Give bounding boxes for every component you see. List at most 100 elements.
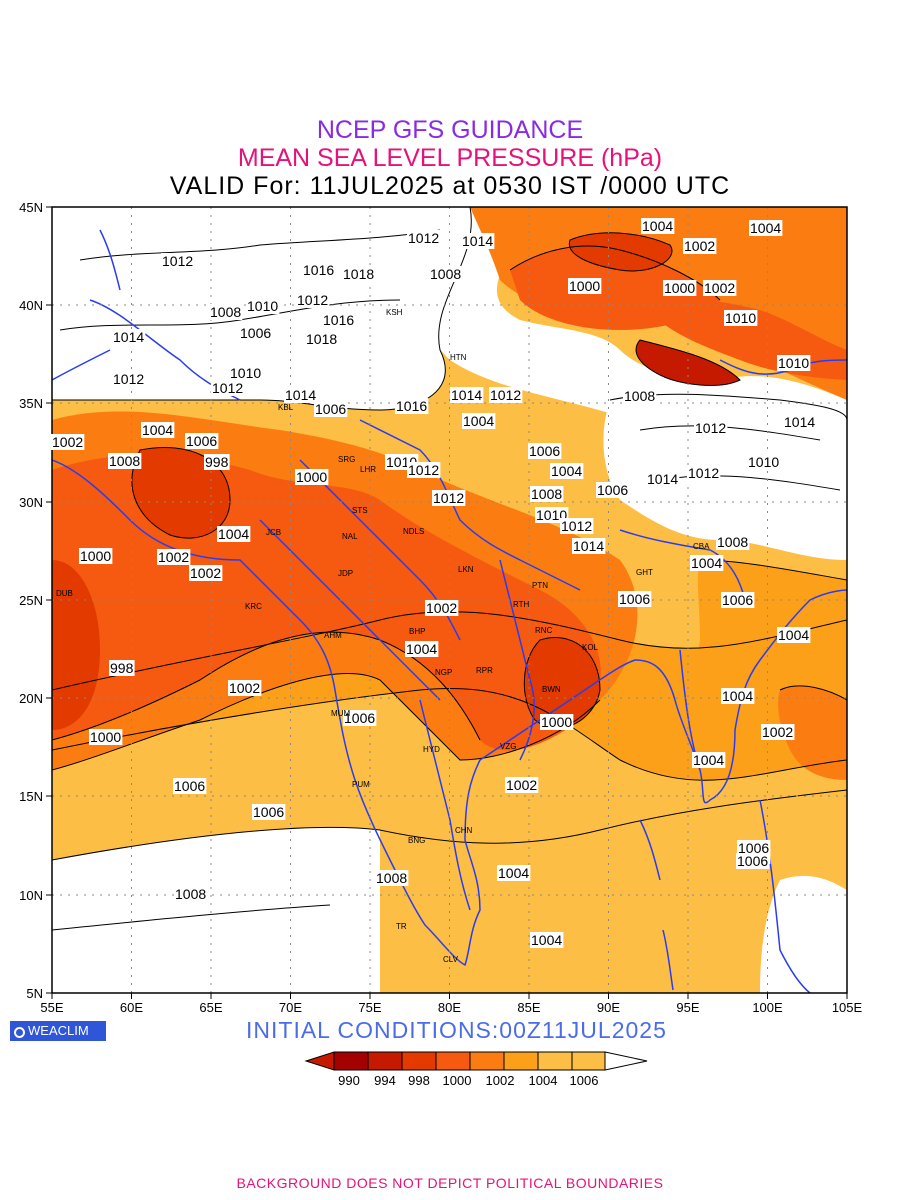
lat-label: 30N (19, 495, 43, 510)
contour-label: 1006 (619, 591, 650, 607)
field-1008-southeast (760, 875, 847, 993)
lat-label: 35N (19, 396, 43, 411)
colorbar-label: 990 (338, 1073, 360, 1088)
city-label: JDP (338, 569, 353, 578)
city-label: CHN (455, 826, 473, 835)
contour-label: 1012 (408, 230, 439, 246)
contour-label-box (108, 453, 142, 469)
contour-label: 1002 (190, 565, 221, 581)
contour-label: 1000 (296, 469, 327, 485)
lon-label: 85E (517, 1000, 540, 1015)
city-label: HYD (423, 745, 440, 754)
contour-label-box (343, 710, 377, 726)
contour-labels: 1012 1014 1004 1002 1004 1012 1000 1000 … (51, 218, 817, 948)
contour-label-box (497, 865, 531, 881)
colorbar-cell (571, 1051, 606, 1071)
contour-label-box (112, 329, 146, 345)
city-label: LHR (360, 465, 376, 474)
contour-label: 1000 (569, 278, 600, 294)
contour-label-box (395, 398, 429, 414)
contour-label: 1004 (531, 932, 562, 948)
colorbar-label: 994 (374, 1073, 396, 1088)
lon-label: 95E (676, 1000, 699, 1015)
contour-label: 1008 (624, 388, 655, 404)
contour-label-box (721, 688, 755, 704)
contour-label-box (425, 600, 459, 616)
lon-label: 70E (279, 1000, 302, 1015)
contour-label-box (295, 469, 329, 485)
contour-label-box (322, 312, 356, 328)
field-1008-south (52, 827, 380, 993)
contour-label: 1014 (451, 387, 482, 403)
contour-label: 1004 (722, 688, 753, 704)
contour-label-box (641, 218, 675, 234)
contour-label-box (189, 565, 223, 581)
contour-label-box (737, 840, 771, 856)
contour-label-box (462, 413, 496, 429)
contour-label-box (461, 233, 495, 249)
globe-icon (14, 1027, 25, 1038)
contour-label: 998 (110, 660, 134, 676)
field-1008-tibet (603, 394, 847, 560)
contour-label-box (694, 420, 728, 436)
contour-label-box (489, 387, 523, 403)
contour-label: 1014 (113, 329, 144, 345)
field-998-iran (131, 447, 230, 539)
lat-label: 40N (19, 298, 43, 313)
contour-label-box (112, 371, 146, 387)
contour-label: 1012 (695, 420, 726, 436)
colorbar-cell (435, 1051, 471, 1071)
contour-label-box (51, 434, 85, 450)
contour-label-box (450, 387, 484, 403)
contour-label-box (141, 422, 175, 438)
contour-label: 1018 (343, 266, 374, 282)
contour-label: 1014 (573, 538, 604, 554)
contour-label-box (560, 518, 594, 534)
contour-label-box (540, 714, 574, 730)
contour-label-box (777, 627, 811, 643)
contour-label: 1004 (406, 641, 437, 657)
contour-label-box (89, 729, 123, 745)
contour-label: 1006 (240, 325, 271, 341)
contour-label: 1006 (174, 778, 205, 794)
city-label: TR (396, 922, 407, 931)
tick-marks (46, 206, 848, 999)
contour-label: 1006 (597, 482, 628, 498)
contour-label-box (721, 592, 755, 608)
contour-label: 1004 (463, 413, 494, 429)
contour-label: 1014 (462, 233, 493, 249)
contour-label: 1012 (408, 462, 439, 478)
contour-label: 1002 (506, 777, 537, 793)
contour-label: 1008 (210, 304, 241, 320)
contour-label: 1006 (737, 853, 768, 869)
colorbar-label: 1000 (443, 1073, 472, 1088)
city-label: CLV (443, 955, 459, 964)
contour-label-box (736, 853, 770, 869)
city-label: BWN (542, 685, 561, 694)
contour-label-box (174, 886, 208, 902)
contour-label: 998 (205, 454, 229, 470)
contour-label-box (407, 230, 441, 246)
colorbar-label: 998 (408, 1073, 430, 1088)
contour-label: 1012 (212, 380, 243, 396)
contour-label: 1002 (52, 434, 83, 450)
colorbar: 990 994 998 1000 1002 1004 1006 (304, 1051, 648, 1088)
contour-label-box (777, 355, 811, 371)
title-line-2: MEAN SEA LEVEL PRESSURE (hPa) (237, 144, 663, 172)
contour-label-box (530, 932, 564, 948)
colorbar-cell (304, 1051, 335, 1071)
contour-label: 1014 (647, 471, 678, 487)
contour-label: 1002 (684, 238, 715, 254)
contour-label-box (185, 433, 219, 449)
contour-label-box (314, 401, 348, 417)
contour-label-box (432, 490, 466, 506)
lon-label: 105E (832, 1000, 863, 1015)
contour-label: 1004 (551, 463, 582, 479)
city-label: RPR (476, 666, 493, 675)
contour-label: 1010 (725, 310, 756, 326)
city-label: HTN (450, 353, 467, 362)
contour-label-box (690, 555, 724, 571)
colorbar-cell (333, 1051, 369, 1071)
city-label: NDLS (403, 527, 424, 536)
field-998-north (569, 232, 672, 271)
